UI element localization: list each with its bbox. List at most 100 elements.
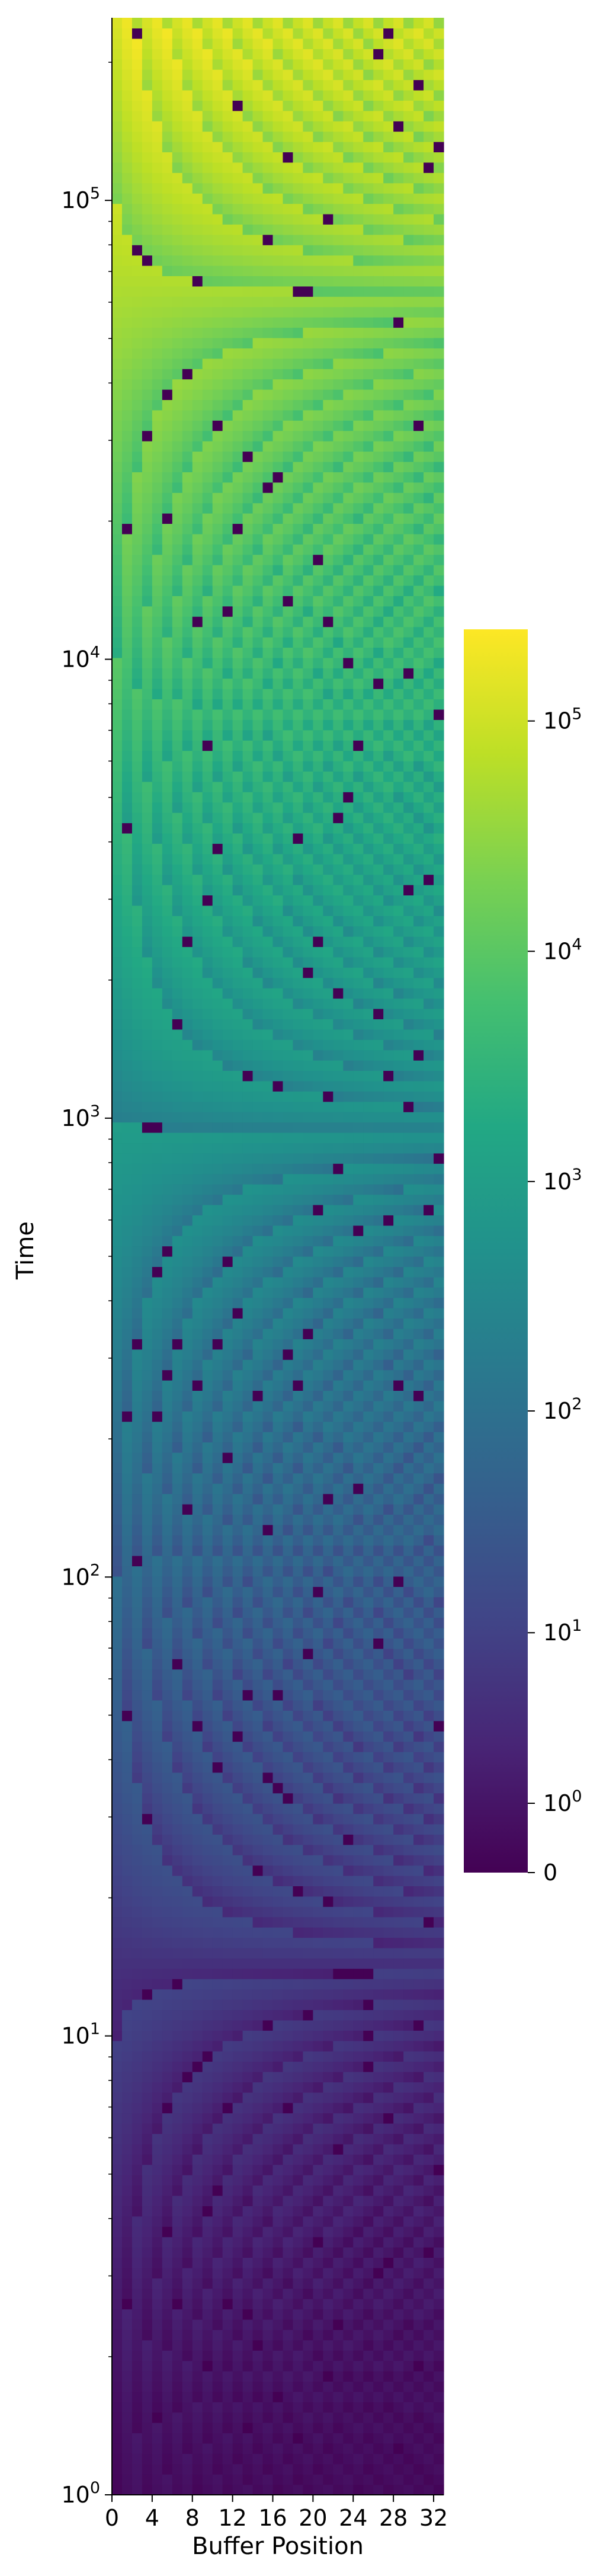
heatmap-cell — [283, 2340, 294, 2351]
heatmap-cell — [152, 2133, 163, 2145]
heatmap-cell — [303, 895, 313, 906]
heatmap-cell — [313, 2329, 323, 2341]
heatmap-cell — [313, 554, 323, 565]
heatmap-cell — [142, 606, 153, 617]
heatmap-cell — [192, 709, 203, 720]
heatmap-cell — [293, 668, 304, 679]
heatmap-cell — [222, 1411, 233, 1422]
heatmap-cell — [232, 1803, 243, 1815]
heatmap-cell — [121, 740, 133, 751]
heatmap-cell — [242, 1194, 254, 1205]
heatmap-cell — [313, 2009, 323, 2021]
heatmap-cell — [262, 193, 274, 204]
heatmap-cell — [252, 1876, 264, 1887]
heatmap-cell — [152, 1380, 163, 1391]
heatmap-cell — [212, 916, 223, 927]
heatmap-cell — [232, 523, 243, 535]
heatmap-cell — [222, 1793, 233, 1804]
heatmap-cell — [192, 1596, 203, 1608]
heatmap-cell — [142, 1556, 153, 1567]
heatmap-cell — [162, 2226, 173, 2238]
heatmap-cell — [192, 1844, 203, 1855]
heatmap-cell — [182, 895, 193, 906]
heatmap-cell — [262, 1380, 274, 1391]
heatmap-cell — [283, 2051, 294, 2062]
heatmap-cell — [252, 69, 264, 81]
heatmap-cell — [121, 1741, 133, 1752]
heatmap-cell — [162, 833, 173, 844]
heatmap-cell — [131, 812, 143, 824]
heatmap-cell — [272, 1999, 284, 2011]
heatmap-cell — [142, 533, 153, 545]
heatmap-cell — [262, 2288, 274, 2299]
heatmap-cell — [202, 358, 213, 369]
heatmap-cell — [142, 1669, 153, 1680]
heatmap-cell — [202, 1524, 213, 1535]
heatmap-cell — [283, 689, 294, 700]
heatmap-cell — [192, 1659, 203, 1670]
heatmap-cell — [212, 1793, 223, 1804]
heatmap-cell — [272, 874, 284, 885]
heatmap-cell — [262, 2329, 274, 2341]
heatmap-cell — [252, 2113, 264, 2124]
heatmap-cell — [162, 2206, 173, 2217]
heatmap-cell — [262, 1039, 274, 1051]
heatmap-cell — [202, 657, 213, 668]
heatmap-cell — [162, 637, 173, 648]
heatmap-cell — [313, 967, 323, 978]
heatmap-cell — [131, 1143, 143, 1154]
heatmap-cell — [272, 296, 284, 308]
heatmap-cell — [293, 451, 304, 462]
heatmap-cell — [131, 689, 143, 700]
heatmap-cell — [112, 2175, 123, 2186]
heatmap-cell — [182, 89, 193, 101]
heatmap-cell — [252, 2453, 264, 2465]
heatmap-cell — [283, 1483, 294, 1495]
heatmap-cell — [242, 2299, 254, 2310]
heatmap-cell — [162, 513, 173, 524]
heatmap-cell — [162, 1937, 173, 1948]
heatmap-cell — [131, 1009, 143, 1020]
heatmap-cell — [121, 2319, 133, 2330]
heatmap-cell — [242, 1803, 254, 1815]
heatmap-cell — [112, 689, 123, 700]
heatmap-cell — [182, 1483, 193, 1495]
heatmap-cell — [303, 657, 313, 668]
heatmap-cell — [162, 823, 173, 834]
heatmap-cell — [252, 1927, 264, 1938]
heatmap-cell — [142, 699, 153, 710]
heatmap-cell — [272, 1070, 284, 1081]
heatmap-cell — [222, 1049, 233, 1061]
heatmap-cell — [232, 2278, 243, 2289]
heatmap-cell — [202, 1328, 213, 1339]
heatmap-cell — [202, 2061, 213, 2072]
heatmap-cell — [162, 1659, 173, 1670]
heatmap-cell — [192, 1080, 203, 1092]
heatmap-cell — [283, 1112, 294, 1123]
heatmap-cell — [172, 2009, 183, 2021]
heatmap-cell — [303, 905, 313, 916]
heatmap-cell — [192, 1483, 203, 1495]
heatmap-cell — [112, 306, 123, 318]
heatmap-cell — [252, 348, 264, 359]
heatmap-cell — [172, 89, 183, 101]
heatmap-cell — [182, 1452, 193, 1463]
heatmap-cell — [232, 1617, 243, 1628]
heatmap-cell — [262, 142, 274, 153]
heatmap-cell — [222, 2474, 233, 2485]
heatmap-cell — [152, 224, 163, 235]
heatmap-cell — [242, 430, 254, 441]
heatmap-cell — [272, 1927, 284, 1938]
heatmap-cell — [252, 1204, 264, 1215]
heatmap-cell — [272, 2164, 284, 2175]
heatmap-cell — [232, 1225, 243, 1236]
heatmap-cell — [121, 1504, 133, 1515]
heatmap-cell — [303, 2143, 313, 2155]
heatmap-cell — [152, 1163, 163, 1175]
heatmap-cell — [252, 296, 264, 308]
heatmap-cell — [192, 1968, 203, 1979]
heatmap-cell — [222, 1029, 233, 1040]
heatmap-cell — [242, 1783, 254, 1794]
heatmap-cell — [192, 1958, 203, 1969]
heatmap-cell — [303, 719, 313, 731]
